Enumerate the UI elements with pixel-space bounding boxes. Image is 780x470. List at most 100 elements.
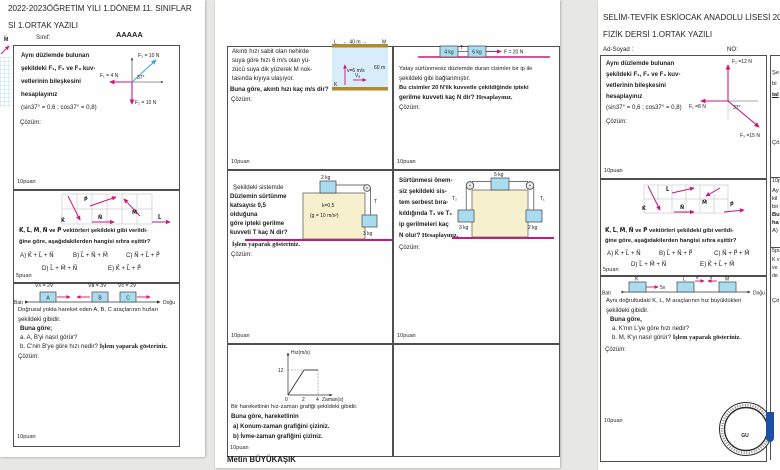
points-badge: 10puan bbox=[17, 434, 36, 440]
class-code: AAAAA bbox=[116, 30, 143, 39]
sliver-graph-paper bbox=[0, 57, 12, 107]
ground-line bbox=[452, 237, 554, 239]
q1-line: şekildeki F₁, F₂ ve F₃ kuv- bbox=[606, 71, 681, 78]
right-page-title-line2: FİZİK DERSİ 1.ORTAK YAZILI bbox=[603, 30, 713, 39]
car-m-label: M bbox=[725, 277, 729, 283]
graph-ylabel: Hız(m/s) bbox=[291, 350, 310, 356]
points-badge: 5puan bbox=[603, 267, 619, 273]
question-velocity-graph bbox=[227, 343, 394, 457]
option-e: E) K⃗ + L⃗ + P⃗ bbox=[108, 265, 141, 272]
logo-letter-fragment bbox=[766, 412, 774, 442]
car-a-label: A bbox=[46, 296, 50, 302]
cut-text-fragment: A) bbox=[772, 228, 778, 234]
speed-a-label: Vᴀ = 2V bbox=[35, 283, 54, 289]
rope-line: şekildeki gibi bağlanmıştır. bbox=[399, 75, 471, 82]
friction-coefficient-label: k=0,5 bbox=[322, 203, 335, 209]
left-exam-page: 2022-2023ÖĞRETİM YILI 1.DÖNEM 11. SINIFL… bbox=[0, 0, 205, 457]
points-badge: 5puan bbox=[16, 273, 32, 279]
speed-v-label: v bbox=[710, 275, 713, 281]
rope-tension-diagram: 4 kg T 6 kg F = 20 N bbox=[418, 45, 550, 58]
rope-line: Yatay sürtünmesiz düzlemde duran cisimle… bbox=[399, 66, 533, 72]
option-b: B) L⃗ + N⃗ + P⃗ bbox=[659, 250, 693, 257]
cars-diagram: A B C Batı Doğu bbox=[14, 291, 175, 306]
east-label: Doğu bbox=[753, 291, 765, 297]
force-f3-label: F₃ = 10 N bbox=[138, 53, 160, 59]
friction-line: göre ipteki gerilme bbox=[230, 220, 285, 227]
q3-item-b-emphasis: İşlem yaparak gösteriniz. bbox=[672, 334, 741, 341]
option-e: E) K⃗ + L⃗ + M⃗ bbox=[700, 261, 735, 268]
vector-grid-diagram: K⃗ P⃗ M⃗ N⃗ L⃗ bbox=[61, 193, 171, 225]
vector-grid-diagram: K⃗ L⃗ M⃗ N⃗ P⃗ bbox=[642, 184, 745, 215]
cut-text-fragment: bi bbox=[772, 81, 777, 87]
river-line: tasında kıyıya ulaşıyor. bbox=[232, 75, 294, 82]
q1-line: vetlerinin bileşkesini bbox=[21, 78, 81, 85]
cut-text-fragment: Çöz bbox=[772, 140, 780, 146]
q3-item-b-text: b. M, K'yı nasıl görür? bbox=[612, 334, 673, 341]
vector-k-label: K⃗ bbox=[642, 205, 647, 212]
mass-3kg-label: 3 kg bbox=[459, 225, 469, 231]
west-label: Batı bbox=[14, 300, 23, 306]
speed-5v-label: 5v bbox=[660, 285, 666, 291]
number-label: NO: bbox=[727, 46, 738, 53]
class-label: Sınıf: bbox=[36, 34, 51, 41]
river-question: Buna göre, akıntı hızı kaç m/s dir? bbox=[230, 86, 329, 93]
river-line: Akıntı hızı sabit olan nehirde bbox=[232, 48, 309, 55]
cut-text-fragment: K v bbox=[772, 257, 780, 263]
mass-4kg-label: 4 kg bbox=[444, 50, 454, 56]
rope-question-2: gerilme kuvveti kaç N dir? Hesaplayınız. bbox=[399, 94, 512, 101]
speed-b-label: Vʙ = 3V bbox=[88, 283, 107, 289]
option-d: D) L⃗ + M⃗ + N⃗ bbox=[631, 261, 667, 268]
q3-buna-gore: Buna göre, bbox=[610, 316, 642, 323]
question-3-relative-velocity bbox=[13, 282, 180, 447]
q3-buna-gore: Buna göre; bbox=[20, 325, 53, 332]
q1-line: hesaplayınız bbox=[21, 91, 58, 98]
graph-yvalue-12: 12 bbox=[278, 368, 284, 374]
pulley-system-diagram: 5 kg 3 kg 2 kg T₂ T₁ bbox=[452, 172, 545, 238]
question-pulley-system bbox=[392, 169, 560, 345]
cut-text-fragment: ha bbox=[772, 220, 779, 226]
velocity-time-graph: Hız(m/s) 12 0 2 4 Zaman(s) bbox=[278, 350, 344, 403]
graph-q-item-a: a) Konum-zaman grafiğini çiziniz. bbox=[233, 423, 330, 430]
sliver-m-label: M bbox=[4, 37, 9, 43]
pulley-line: ip gerilmeleri kaç bbox=[399, 221, 449, 228]
river-line: suya göre hızı 6 m/s olan yü- bbox=[232, 57, 311, 64]
rope-emphasis: Hesaplayınız. bbox=[476, 94, 513, 101]
graph-xlabel: Zaman(s) bbox=[322, 397, 344, 403]
mass-2kg-label: 2 kg bbox=[321, 175, 331, 181]
points-badge: 10puan bbox=[397, 159, 416, 165]
logo-letters: GU bbox=[741, 433, 749, 439]
column-divider bbox=[770, 55, 771, 460]
pulley-emphasis: Hesaplayınız. bbox=[422, 232, 459, 239]
force-diagram: F₃ = 10 N F₁ = 4 N 37° F₂ = 10 N bbox=[100, 53, 164, 106]
tension-t1-label: T₁ bbox=[540, 196, 545, 202]
q3-item-b-emphasis: İşlem yaparak gösteriniz. bbox=[99, 343, 168, 350]
points-badge: 10puan bbox=[231, 159, 250, 165]
car-k-label: K bbox=[635, 277, 639, 283]
sliver-arrow-fragment bbox=[0, 45, 10, 55]
vector-m-label: M⃗ bbox=[702, 199, 707, 206]
solution-label: Çözüm: bbox=[605, 346, 626, 353]
cut-text-fragment: Şe bbox=[772, 70, 780, 76]
angle-label: 37° bbox=[137, 75, 145, 81]
question-1-resultant-force bbox=[13, 45, 180, 191]
column-border-fragment bbox=[770, 177, 780, 178]
q3-line: şekildeki gibidir. bbox=[606, 307, 649, 314]
solution-label: Çözüm: bbox=[231, 251, 252, 258]
pulley-line: siz şekildeki sis- bbox=[399, 188, 447, 195]
option-d: D) L⃗ + M⃗ + N⃗ bbox=[42, 265, 78, 272]
graph-q-line: Bir hareketlinin hız-zaman grafiği şekil… bbox=[231, 404, 358, 410]
pulley-line: kıldığında T₁ ve T₂ bbox=[399, 210, 452, 217]
left-page-title-line2: Sİ 1.ORTAK YAZILI bbox=[8, 21, 79, 30]
q2-intro: K⃗, L⃗, M⃗, N⃗ ve P⃗ vektörleri şekildek… bbox=[19, 228, 148, 234]
q3-line: Aynı doğrultudaki K, L, M araçlarının hı… bbox=[606, 298, 742, 304]
q3-item-b-text: b. C'nin B'ye göre hızı nedir? bbox=[20, 343, 100, 350]
cut-text-fragment: bir bbox=[772, 204, 779, 210]
distance-40m-label: ← 40 m → bbox=[343, 40, 367, 46]
friction-line: olduğuna bbox=[230, 211, 258, 218]
q1-line: Aynı düzlemde bulunan bbox=[606, 60, 675, 67]
point-l-label: L bbox=[334, 40, 337, 46]
west-label: Batı bbox=[602, 291, 611, 297]
graph-x4: 4 bbox=[316, 397, 319, 403]
question-1-resultant-force bbox=[600, 55, 767, 180]
